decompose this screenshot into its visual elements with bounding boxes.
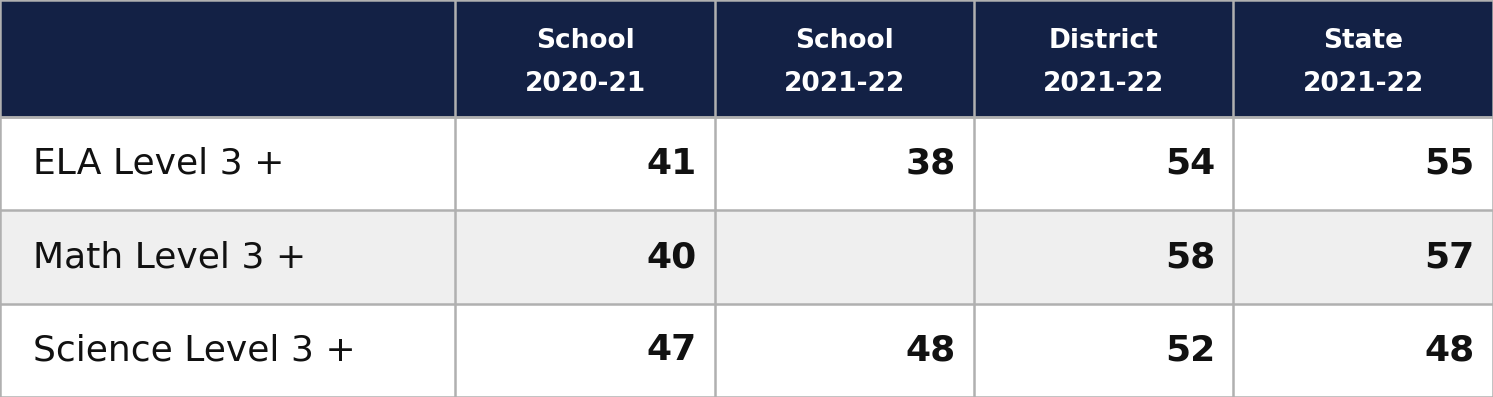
Bar: [973, 0, 1233, 117]
Bar: [715, 0, 973, 117]
Bar: [1233, 210, 1493, 304]
Text: 38: 38: [906, 147, 956, 181]
Text: 48: 48: [1424, 333, 1475, 367]
Text: State: State: [1323, 28, 1403, 54]
Bar: [973, 117, 1233, 210]
Bar: [455, 210, 715, 304]
Text: 41: 41: [646, 147, 697, 181]
Text: 55: 55: [1424, 147, 1475, 181]
Text: 40: 40: [646, 240, 697, 274]
Text: 52: 52: [1165, 333, 1215, 367]
Text: 58: 58: [1165, 240, 1215, 274]
Bar: [0, 0, 455, 117]
Text: 2021-22: 2021-22: [1302, 71, 1424, 97]
Text: School: School: [536, 28, 635, 54]
Bar: [1233, 117, 1493, 210]
Bar: [1233, 304, 1493, 397]
Text: School: School: [794, 28, 894, 54]
Bar: [455, 0, 715, 117]
Text: 57: 57: [1424, 240, 1475, 274]
Bar: [0, 117, 455, 210]
Text: Science Level 3 +: Science Level 3 +: [33, 333, 355, 367]
Bar: [973, 210, 1233, 304]
Text: ELA Level 3 +: ELA Level 3 +: [33, 147, 284, 181]
Bar: [715, 304, 973, 397]
Bar: [455, 304, 715, 397]
Bar: [715, 210, 973, 304]
Text: 47: 47: [646, 333, 697, 367]
Text: District: District: [1048, 28, 1159, 54]
Bar: [1233, 0, 1493, 117]
Bar: [0, 210, 455, 304]
Bar: [715, 117, 973, 210]
Text: 2020-21: 2020-21: [524, 71, 645, 97]
Bar: [0, 304, 455, 397]
Bar: [973, 304, 1233, 397]
Text: Math Level 3 +: Math Level 3 +: [33, 240, 306, 274]
Text: 54: 54: [1165, 147, 1215, 181]
Text: 48: 48: [906, 333, 956, 367]
Text: 2021-22: 2021-22: [784, 71, 905, 97]
Text: 2021-22: 2021-22: [1044, 71, 1165, 97]
Bar: [455, 117, 715, 210]
